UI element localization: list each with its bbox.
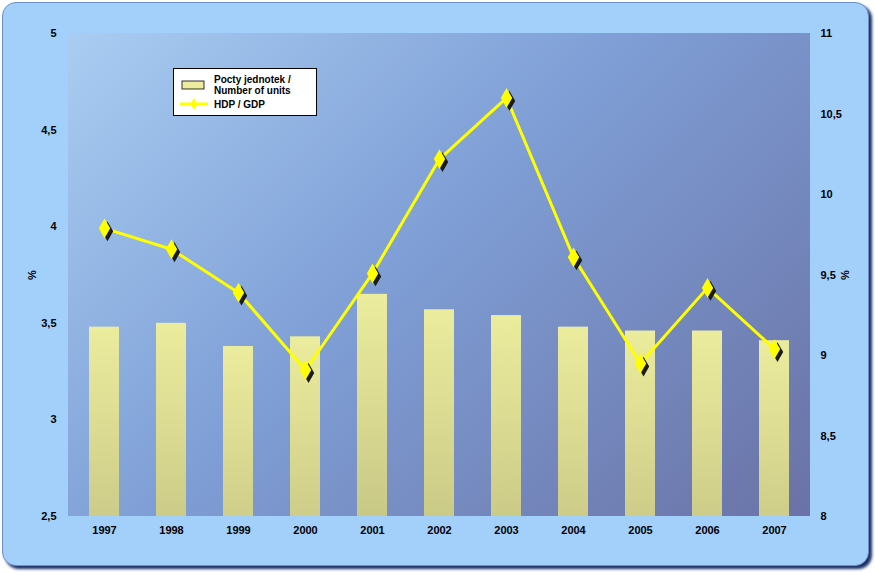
html-text:Pocty jednotek / Number of uni: Pocty jednotek / Number of units (214, 74, 291, 96)
svg-text:1998: 1998 (159, 524, 183, 536)
svg-text:4: 4 (50, 220, 57, 232)
svg-text:1997: 1997 (92, 524, 116, 536)
svg-text:2000: 2000 (293, 524, 317, 536)
svg-text:10: 10 (821, 188, 833, 200)
html-text:HDP / GDP: HDP / GDP (214, 98, 265, 110)
svg-text:9,5: 9,5 (821, 269, 836, 281)
svg-text:5: 5 (50, 27, 56, 39)
svg-text:2006: 2006 (695, 524, 719, 536)
svg-text:8,5: 8,5 (821, 430, 836, 442)
svg-text:4,5: 4,5 (41, 124, 56, 136)
svg-text:2007: 2007 (762, 524, 786, 536)
svg-text:1999: 1999 (226, 524, 250, 536)
svg-text:2004: 2004 (561, 524, 586, 536)
svg-text:2001: 2001 (360, 524, 384, 536)
svg-text:2005: 2005 (628, 524, 652, 536)
svg-text:9: 9 (821, 349, 827, 361)
svg-text:2002: 2002 (427, 524, 451, 536)
svg-text:11: 11 (821, 27, 833, 39)
svg-text:3: 3 (50, 413, 56, 425)
svg-text:3,5: 3,5 (41, 317, 56, 329)
svg-text:%: % (839, 270, 851, 280)
svg-text:%: % (26, 270, 38, 280)
svg-text:10,5: 10,5 (821, 108, 842, 120)
svg-text:8: 8 (821, 510, 827, 522)
svg-text:2,5: 2,5 (41, 510, 56, 522)
svg-text:2003: 2003 (494, 524, 518, 536)
